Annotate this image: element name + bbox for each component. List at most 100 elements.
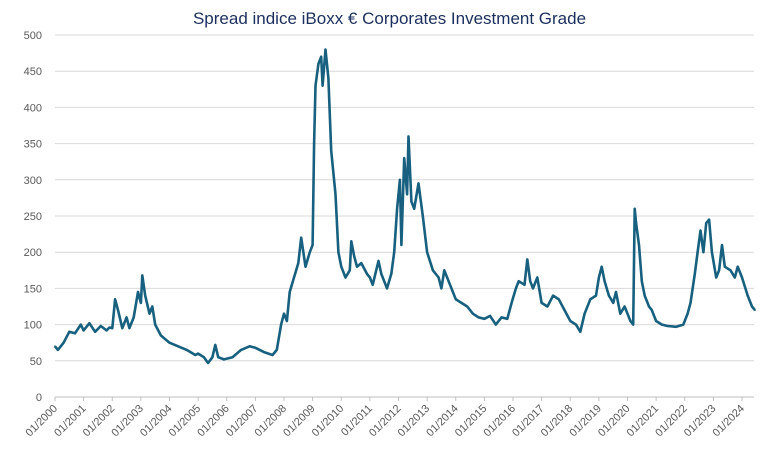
data-point xyxy=(532,287,534,290)
data-point xyxy=(655,320,657,322)
data-point xyxy=(117,309,119,311)
data-point xyxy=(288,291,291,293)
data-point xyxy=(280,323,282,326)
data-point xyxy=(506,317,509,320)
data-point xyxy=(344,276,347,279)
data-point xyxy=(751,305,753,308)
data-point xyxy=(648,305,650,308)
y-tick-label: 400 xyxy=(24,102,42,114)
data-point xyxy=(177,345,180,348)
data-point xyxy=(74,332,76,335)
data-point xyxy=(313,142,315,145)
y-tick-label: 450 xyxy=(24,66,42,78)
x-tick-label: 01/2010 xyxy=(310,403,347,440)
data-point xyxy=(575,323,577,326)
data-point xyxy=(380,273,383,275)
data-point xyxy=(454,298,457,301)
data-point xyxy=(340,265,343,268)
data-point xyxy=(105,329,108,332)
data-point xyxy=(327,77,330,80)
data-point xyxy=(595,294,597,297)
data-point xyxy=(399,178,401,181)
data-point xyxy=(589,298,592,301)
series-layer xyxy=(53,48,756,365)
data-point xyxy=(350,240,353,243)
data-point xyxy=(248,345,251,348)
data-point xyxy=(440,287,443,290)
data-point xyxy=(746,294,749,297)
data-point xyxy=(140,302,142,304)
data-point xyxy=(154,323,157,326)
data-point xyxy=(432,269,434,272)
data-point xyxy=(141,274,144,277)
data-point xyxy=(386,287,388,290)
data-point xyxy=(500,316,503,319)
data-point xyxy=(517,280,520,283)
data-point xyxy=(552,294,554,297)
data-point xyxy=(334,193,337,196)
data-point xyxy=(356,265,358,268)
data-point xyxy=(733,276,736,279)
data-point xyxy=(612,302,615,304)
data-point xyxy=(68,330,71,333)
data-point xyxy=(57,349,59,351)
data-point xyxy=(308,251,311,254)
data-point xyxy=(421,215,424,217)
data-point xyxy=(426,251,428,254)
data-point xyxy=(403,157,406,160)
data-point xyxy=(400,244,403,246)
data-point xyxy=(715,276,718,279)
data-point xyxy=(137,291,139,293)
data-point xyxy=(643,294,646,297)
data-point xyxy=(638,244,640,246)
data-point xyxy=(320,55,323,58)
data-point xyxy=(661,323,663,326)
data-point xyxy=(348,269,351,272)
data-point xyxy=(623,305,626,308)
data-point xyxy=(108,326,111,329)
y-tick-label: 300 xyxy=(24,175,42,187)
data-point xyxy=(185,349,188,351)
chart-title: Spread indice iBoxx € Corporates Investm… xyxy=(192,9,587,28)
data-point xyxy=(54,345,56,348)
data-point xyxy=(128,327,131,330)
data-point xyxy=(254,346,257,349)
data-point xyxy=(675,325,678,328)
data-point xyxy=(304,265,307,268)
data-point xyxy=(515,287,517,290)
data-point xyxy=(754,309,756,311)
data-point xyxy=(650,309,653,311)
x-axis: 01/200001/200101/200201/200301/200401/20… xyxy=(24,396,754,440)
data-point xyxy=(699,229,702,232)
y-tick-label: 100 xyxy=(24,320,42,332)
data-point xyxy=(300,236,303,239)
data-point xyxy=(510,302,513,304)
data-point xyxy=(696,251,699,254)
data-point xyxy=(263,351,265,353)
y-tick-label: 200 xyxy=(24,247,42,259)
data-point xyxy=(160,334,162,337)
data-point xyxy=(635,222,637,225)
data-point xyxy=(494,323,497,326)
data-point xyxy=(557,298,560,301)
data-point xyxy=(629,320,632,322)
data-point xyxy=(410,200,413,203)
data-point xyxy=(483,317,486,320)
data-point xyxy=(472,312,474,315)
data-point xyxy=(321,84,324,87)
data-point xyxy=(563,309,566,311)
data-point xyxy=(148,312,151,315)
data-point xyxy=(600,265,603,268)
data-point xyxy=(114,298,116,301)
data-point xyxy=(337,251,340,254)
data-point xyxy=(626,312,629,315)
data-point xyxy=(99,325,102,327)
data-point xyxy=(632,323,635,326)
data-point xyxy=(214,344,217,346)
y-tick-label: 150 xyxy=(24,283,42,295)
data-point xyxy=(615,291,617,293)
data-point xyxy=(79,323,82,326)
y-axis-ticks: 0 50 100 150 200 250 300 350 400 450 500 xyxy=(24,30,42,404)
data-point xyxy=(406,193,408,196)
data-point xyxy=(88,322,91,325)
